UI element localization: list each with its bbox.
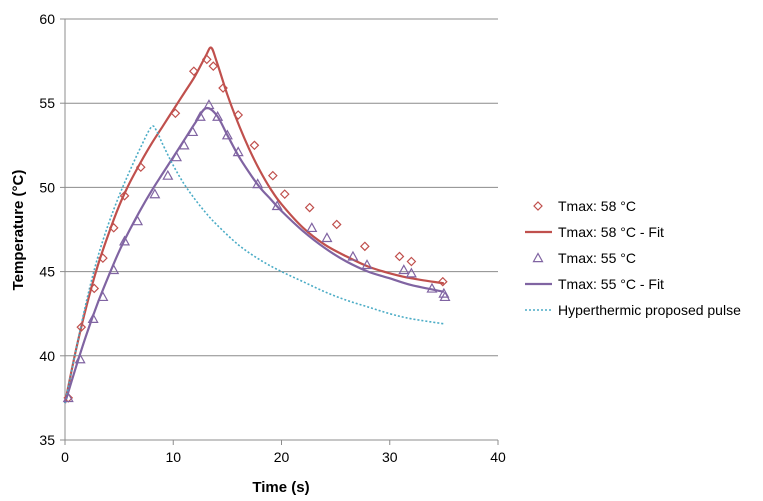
data-point: [406, 256, 417, 267]
x-tick-label: 30: [382, 449, 398, 465]
legend-item: Tmax: 58 °C: [533, 198, 636, 214]
legend-item: Tmax: 55 °C: [532, 250, 636, 266]
data-point: [188, 66, 199, 77]
legend-swatch: [533, 201, 543, 211]
series-0: [63, 54, 448, 403]
data-point: [108, 222, 119, 233]
series-line: [63, 46, 445, 404]
data-point: [232, 146, 244, 157]
data-point: [62, 392, 74, 403]
y-tick-label: 45: [39, 264, 55, 280]
tick-labels: 35 40 45 50 55 60 0 10 20 30 40: [39, 11, 506, 465]
data-point: [437, 276, 448, 287]
grid: [65, 18, 498, 357]
data-point: [361, 259, 373, 270]
y-tick-label: 60: [39, 11, 55, 27]
legend-swatch: [532, 252, 544, 263]
legend-label: Tmax: 55 °C - Fit: [558, 276, 664, 292]
legend-label: Tmax: 55 °C: [558, 250, 636, 266]
data-point: [321, 232, 333, 243]
data-point: [360, 241, 370, 252]
data-point: [331, 219, 342, 230]
data-point: [426, 282, 438, 293]
data-point: [249, 140, 260, 151]
series-3: [63, 106, 445, 404]
data-point: [439, 291, 451, 302]
data-point: [162, 169, 174, 180]
legend-label: Hyperthermic proposed pulse: [558, 302, 741, 318]
y-tick-label: 55: [39, 95, 55, 111]
data-point: [208, 61, 219, 72]
data-point: [178, 139, 190, 150]
data-point: [87, 313, 99, 323]
series: [62, 46, 451, 404]
data-point: [201, 54, 212, 65]
data-point: [203, 99, 215, 110]
data-point: [347, 250, 359, 261]
data-point: [98, 253, 108, 263]
y-tick-label: 50: [39, 179, 55, 195]
data-point: [132, 215, 144, 226]
data-point: [252, 178, 264, 189]
x-axis-title: Time (s): [252, 479, 309, 496]
x-tick-label: 20: [274, 449, 290, 465]
data-point: [170, 151, 183, 162]
data-point: [221, 129, 233, 140]
axes: [60, 18, 499, 445]
data-point: [89, 283, 100, 294]
data-point: [149, 188, 161, 199]
data-point: [394, 251, 405, 262]
series-line: [63, 106, 445, 404]
data-point: [267, 170, 278, 181]
legend-label: Tmax: 58 °C - Fit: [558, 224, 664, 240]
legend-item: Tmax: 58 °C - Fit: [525, 224, 664, 240]
data-point: [187, 126, 199, 137]
data-point: [304, 202, 315, 213]
data-point: [119, 190, 130, 201]
data-point: [438, 287, 450, 298]
series-line: [64, 125, 445, 404]
series-2: [62, 99, 451, 403]
data-point: [212, 110, 224, 121]
data-point: [74, 353, 86, 364]
legend-item: Tmax: 55 °C - Fit: [525, 276, 664, 292]
data-point: [271, 200, 283, 211]
data-point: [97, 291, 109, 302]
series-1: [63, 46, 445, 404]
legend: Tmax: 58 °C Tmax: 58 °C - Fit Tmax: 55 °C T…: [525, 198, 741, 318]
data-point: [233, 110, 244, 120]
legend-label: Tmax: 58 °C: [558, 198, 636, 214]
x-tick-label: 40: [490, 449, 506, 465]
y-axis-title: Temperature (°C): [10, 170, 27, 291]
data-point: [119, 235, 131, 246]
data-point: [306, 222, 318, 233]
legend-item: Hyperthermic proposed pulse: [525, 302, 741, 318]
data-point: [405, 267, 417, 278]
data-point: [194, 110, 206, 121]
data-point: [218, 83, 228, 93]
y-tick-label: 35: [39, 432, 55, 448]
data-point: [279, 189, 290, 199]
data-point: [76, 322, 87, 333]
x-tick-label: 0: [61, 449, 69, 465]
y-tick-label: 40: [39, 348, 55, 364]
data-point: [170, 108, 181, 119]
series-4: [64, 125, 445, 404]
x-tick-label: 10: [165, 449, 181, 465]
data-point: [398, 264, 410, 275]
data-point: [135, 162, 146, 173]
data-point: [108, 264, 120, 275]
